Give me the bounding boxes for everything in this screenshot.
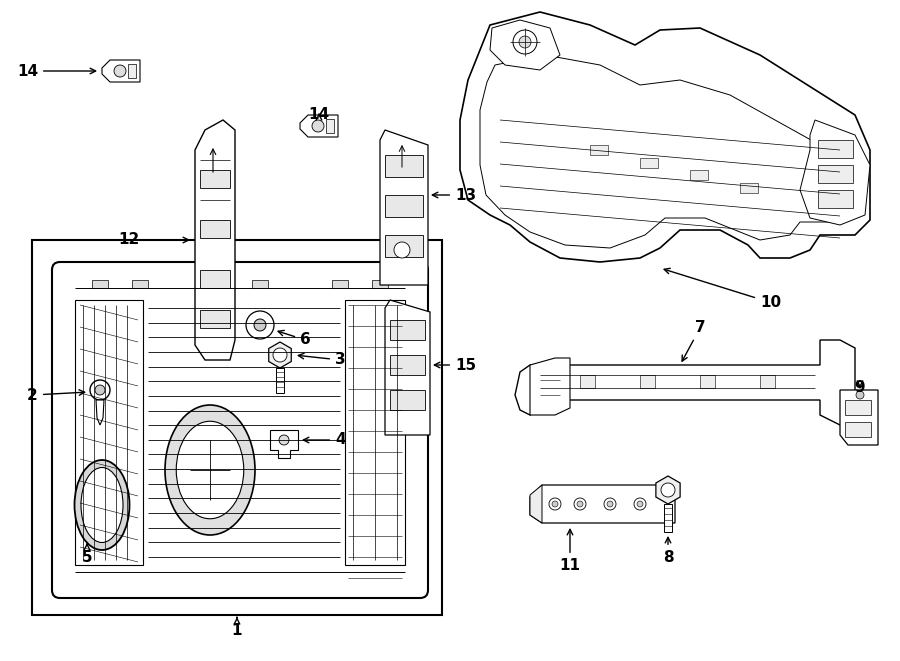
Circle shape: [549, 498, 561, 510]
Text: 6: 6: [278, 330, 310, 348]
FancyBboxPatch shape: [52, 262, 428, 598]
Bar: [760, 375, 775, 388]
Bar: [390, 355, 425, 375]
Bar: [385, 195, 423, 217]
Polygon shape: [269, 342, 292, 368]
Text: 10: 10: [664, 268, 781, 310]
Bar: [845, 422, 871, 437]
Bar: [818, 165, 853, 183]
Polygon shape: [800, 120, 870, 225]
Bar: [345, 300, 405, 565]
Bar: [200, 310, 230, 328]
Ellipse shape: [165, 405, 255, 535]
Ellipse shape: [176, 421, 244, 519]
Circle shape: [246, 311, 274, 339]
Polygon shape: [460, 12, 870, 262]
Text: 12: 12: [119, 233, 189, 247]
Bar: [640, 158, 658, 168]
Bar: [740, 183, 758, 193]
Bar: [390, 390, 425, 410]
Bar: [385, 155, 423, 177]
Bar: [32, 240, 442, 615]
Circle shape: [661, 483, 675, 497]
Circle shape: [607, 501, 613, 507]
Circle shape: [273, 348, 287, 362]
Text: 1: 1: [232, 617, 242, 638]
Polygon shape: [840, 390, 878, 445]
Bar: [92, 280, 108, 288]
Circle shape: [312, 120, 324, 132]
Bar: [390, 320, 425, 340]
Text: 2: 2: [27, 387, 85, 403]
Polygon shape: [515, 340, 855, 425]
Polygon shape: [270, 430, 298, 458]
Circle shape: [95, 385, 105, 395]
Bar: [75, 300, 143, 565]
Text: 14: 14: [17, 63, 95, 79]
Text: 5: 5: [82, 544, 93, 565]
Text: 14: 14: [309, 107, 329, 122]
Bar: [276, 368, 284, 393]
Bar: [818, 140, 853, 158]
Polygon shape: [380, 130, 428, 285]
Text: 9: 9: [855, 380, 865, 395]
Ellipse shape: [75, 460, 130, 550]
Bar: [818, 190, 853, 208]
Circle shape: [634, 498, 646, 510]
Bar: [200, 220, 230, 238]
Text: 15: 15: [435, 358, 476, 373]
Polygon shape: [530, 358, 570, 415]
Polygon shape: [530, 485, 675, 523]
Bar: [700, 375, 715, 388]
Polygon shape: [385, 300, 430, 435]
Text: 4: 4: [303, 432, 346, 447]
Bar: [664, 504, 672, 532]
Text: 13: 13: [432, 188, 476, 202]
Bar: [200, 170, 230, 188]
Bar: [385, 235, 423, 257]
Circle shape: [577, 501, 583, 507]
Text: 11: 11: [560, 529, 580, 573]
Circle shape: [604, 498, 616, 510]
Bar: [640, 375, 655, 388]
Circle shape: [637, 501, 643, 507]
Circle shape: [394, 242, 410, 258]
Text: 7: 7: [682, 320, 706, 361]
Circle shape: [519, 36, 531, 48]
Circle shape: [574, 498, 586, 510]
Bar: [845, 400, 871, 415]
Circle shape: [279, 435, 289, 445]
Polygon shape: [96, 400, 104, 425]
Bar: [252, 280, 268, 288]
Bar: [128, 64, 136, 78]
Text: 8: 8: [662, 537, 673, 565]
Circle shape: [114, 65, 126, 77]
Bar: [690, 170, 708, 180]
Bar: [372, 280, 388, 288]
Polygon shape: [300, 115, 338, 137]
Circle shape: [90, 380, 110, 400]
Bar: [580, 375, 595, 388]
Polygon shape: [102, 60, 140, 82]
Polygon shape: [195, 120, 235, 360]
Circle shape: [552, 501, 558, 507]
Circle shape: [856, 391, 864, 399]
Ellipse shape: [81, 467, 123, 543]
Bar: [200, 270, 230, 288]
Polygon shape: [490, 20, 560, 70]
Text: 3: 3: [298, 352, 346, 368]
Circle shape: [254, 319, 266, 331]
Bar: [590, 145, 608, 155]
Polygon shape: [530, 485, 542, 523]
Polygon shape: [656, 476, 680, 504]
Bar: [326, 119, 334, 133]
Bar: [332, 280, 348, 288]
Circle shape: [513, 30, 537, 54]
Bar: [132, 280, 148, 288]
